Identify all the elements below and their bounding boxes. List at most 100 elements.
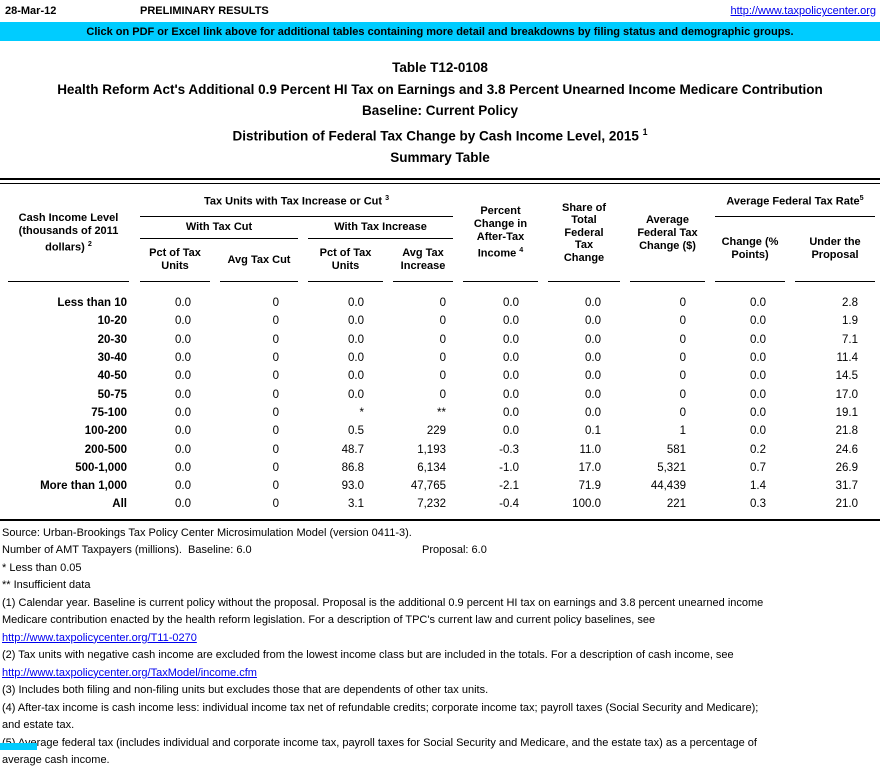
bottom-rule (0, 518, 880, 521)
footnote-text: Medicare contribution enacted by the hea… (2, 614, 656, 627)
data-cell: 0 (272, 370, 279, 383)
data-cell: 11.0 (579, 443, 601, 456)
footnote-line: * Less than 0.05 (2, 560, 880, 578)
col-header-cash-income: Cash Income Level (thousands of 2011 dol… (8, 185, 129, 282)
data-cell: 100.0 (572, 498, 601, 511)
table-main-title: Health Reform Act's Additional 0.9 Perce… (57, 81, 823, 97)
data-cell: 1 (679, 425, 686, 438)
table-row: 75-100 0.0 0 * ** 0.0 0.0 0 0.0 19.1 (0, 404, 880, 422)
col-header-pct-tax-cut-units: Pct of Tax Units (140, 239, 210, 282)
data-cell: 0.1 (585, 425, 601, 438)
data-cell: 7,232 (417, 498, 446, 511)
row-label: 10-20 (97, 315, 127, 328)
banner-fragment (0, 743, 37, 750)
info-banner-label: Click on PDF or Excel link above for add… (86, 25, 794, 38)
data-cell: 1.9 (842, 315, 858, 328)
preliminary-results-label: PRELIMINARY RESULTS (140, 5, 269, 17)
data-cell: 0.0 (750, 352, 766, 365)
data-cell: 0 (679, 388, 686, 401)
table-body: Less than 10 0.0 0 0.0 0 0.0 0.0 0 0.0 2.8 10-20 0.… (0, 294, 880, 514)
data-cell: 6,134 (417, 461, 446, 474)
footnote-text: * Less than 0.05 (2, 561, 82, 574)
footnote-link[interactable]: http://www.taxpolicycenter.org/TaxModel/… (2, 666, 257, 679)
data-cell: 0.0 (175, 406, 191, 419)
col-header-share-total-change: Share of Total Federal Tax Change (548, 185, 620, 282)
row-label: 75-100 (91, 406, 127, 419)
table-row: 200-500 0.0 0 48.7 1,193 -0.3 11.0 581 0.2 24.6 (0, 440, 880, 458)
data-cell: 0 (679, 370, 686, 383)
data-cell: 14.5 (835, 370, 858, 383)
data-cell: 0 (679, 333, 686, 346)
data-cell: 0.0 (503, 370, 519, 383)
data-cell: 0 (439, 315, 446, 328)
col-header-rate-under-proposal: Under the Proposal (795, 217, 875, 282)
data-cell: 0.0 (585, 370, 601, 383)
data-cell: 581 (666, 443, 686, 456)
data-cell: 0.0 (175, 425, 191, 438)
data-cell: 5,321 (657, 461, 686, 474)
data-cell: 0.0 (503, 352, 519, 365)
data-cell: 0.0 (175, 333, 191, 346)
col-group-with-tax-increase: With Tax Increase (308, 217, 453, 239)
data-cell: 0 (272, 297, 279, 310)
data-cell: -0.3 (499, 443, 519, 456)
data-cell: 0.0 (175, 480, 191, 493)
baseline-title: Baseline: Current Policy (361, 103, 519, 118)
col-header-rate-change-points: Change (% Points) (715, 217, 785, 282)
site-link[interactable]: http://www.taxpolicycenter.org (730, 5, 876, 17)
data-cell: 0.0 (585, 297, 601, 310)
footnote-text: ** Insufficient data (2, 579, 91, 592)
data-cell: 0.0 (348, 352, 364, 365)
row-label: 20-30 (97, 333, 127, 346)
table-row: 100-200 0.0 0 0.5 229 0.0 0.1 1 0.0 21.8 (0, 422, 880, 440)
data-cell: 47,765 (410, 480, 446, 493)
data-cell: 11.4 (836, 352, 858, 365)
data-cell: 0.0 (175, 443, 191, 456)
row-label: Less than 10 (57, 297, 127, 310)
data-cell: 0.7 (750, 461, 766, 474)
data-cell: 26.9 (835, 461, 858, 474)
data-cell: 0 (272, 425, 279, 438)
footnote-line: (2) Tax units with negative cash income … (2, 647, 880, 665)
data-cell: 0 (679, 406, 686, 419)
data-cell: 0 (679, 297, 686, 310)
data-cell: 0 (439, 333, 446, 346)
data-cell: 0.0 (175, 388, 191, 401)
data-cell: 0.0 (585, 333, 601, 346)
footer: Source: Urban-Brookings Tax Policy Cente… (0, 525, 880, 770)
data-cell: 0 (272, 333, 279, 346)
data-cell: 0.0 (585, 406, 601, 419)
table-row: 40-50 0.0 0 0.0 0 0.0 0.0 0 0.0 14.5 (0, 367, 880, 385)
data-cell: 0.0 (585, 315, 601, 328)
col-group-avg-federal-tax-rate: Average Federal Tax Rate5 (715, 185, 875, 217)
data-cell: 0.0 (750, 333, 766, 346)
footnote-link[interactable]: http://www.taxpolicycenter.org/T11-0270 (2, 631, 197, 644)
data-cell: 86.8 (341, 461, 364, 474)
data-cell: * (359, 406, 364, 419)
table-row: More than 1,000 0.0 0 93.0 47,765 -2.1 71.9 44,… (0, 477, 880, 495)
data-cell: ** (437, 406, 446, 419)
data-cell: 17.0 (835, 388, 858, 401)
data-cell: 44,439 (650, 480, 686, 493)
table-row: 10-20 0.0 0 0.0 0 0.0 0.0 0 0.0 1.9 (0, 312, 880, 330)
data-cell: 0.0 (503, 297, 519, 310)
top-double-rule (0, 178, 880, 184)
title-block: Table T12-0108 Health Reform Act's Addit… (0, 57, 880, 168)
footnote-line: Source: Urban-Brookings Tax Policy Cente… (2, 525, 880, 543)
table-row: 50-75 0.0 0 0.0 0 0.0 0.0 0 0.0 17.0 (0, 385, 880, 403)
row-label: More than 1,000 (40, 480, 127, 493)
data-cell: 0.0 (750, 297, 766, 310)
data-cell: 0 (439, 352, 446, 365)
footnote-line: average cash income. (2, 752, 880, 770)
footnote-line: (4) After-tax income is cash income less… (2, 700, 880, 718)
footnote-text: and estate tax. (2, 719, 75, 732)
data-cell: 0 (439, 297, 446, 310)
footnote-text: average cash income. (2, 754, 110, 767)
data-cell: 0.0 (175, 461, 191, 474)
table-row: 30-40 0.0 0 0.0 0 0.0 0.0 0 0.0 11.4 (0, 349, 880, 367)
data-cell: 0.0 (175, 370, 191, 383)
table-header: Cash Income Level (thousands of 2011 dol… (0, 185, 880, 282)
data-cell: 0.0 (503, 315, 519, 328)
data-cell: 0 (272, 352, 279, 365)
data-cell: 0.5 (348, 425, 364, 438)
